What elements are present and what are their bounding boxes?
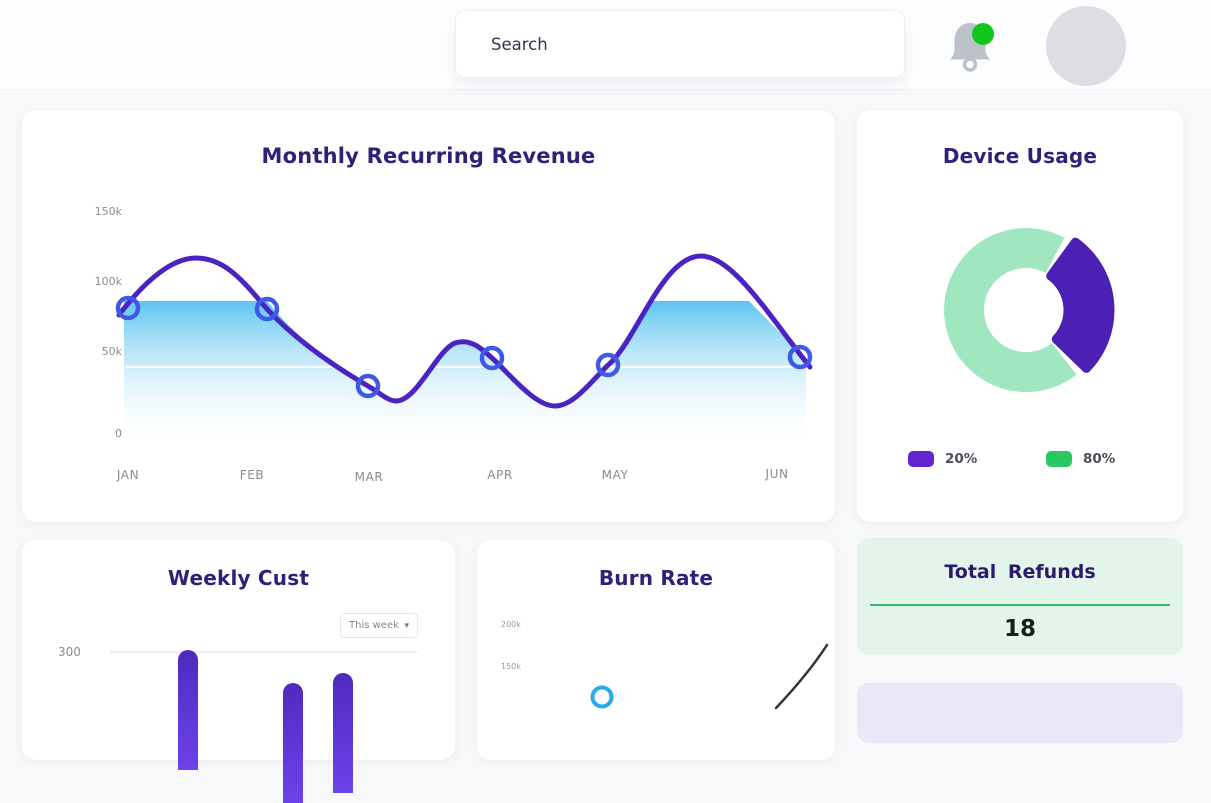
total-refunds-title: Total Refunds <box>944 561 1096 583</box>
mrr-line <box>116 253 813 409</box>
mrr-card: Monthly Recurring Revenue 150k 100k <box>22 110 835 522</box>
donut-legend: 20% 80% <box>857 451 1183 471</box>
y-tick-label: 200k <box>501 620 521 629</box>
legend-item-80: 80% <box>1046 451 1115 467</box>
legend-item-20: 20% <box>908 451 977 467</box>
y-tick-label: 150k <box>94 205 122 218</box>
x-tick-label: MAY <box>601 468 629 482</box>
mrr-area-fill <box>124 301 806 440</box>
burn-rate-line <box>774 643 829 710</box>
x-tick-label: MAR <box>354 470 384 484</box>
x-tick-label: FEB <box>239 468 265 482</box>
search-box <box>455 10 905 78</box>
x-tick-label: JUN <box>765 467 789 481</box>
search-input[interactable] <box>456 11 904 77</box>
y-tick-label: 150k <box>501 662 521 671</box>
y-tick-label: 100k <box>94 275 122 288</box>
total-refunds-card: Total Refunds 18 <box>857 538 1183 655</box>
bar <box>178 650 198 770</box>
next-card-partial <box>857 683 1183 743</box>
user-avatar[interactable] <box>1046 6 1126 86</box>
donut-slice-20 <box>1046 237 1115 373</box>
weekly-cust-title: Weekly Cust <box>167 566 310 590</box>
legend-label: 80% <box>1083 451 1116 467</box>
chevron-down-icon: ▾ <box>404 620 409 631</box>
legend-swatch-green <box>1046 451 1072 467</box>
period-dropdown[interactable]: This week ▾ <box>340 613 418 638</box>
burn-rate-chart <box>590 643 829 710</box>
legend-swatch-purple <box>908 451 934 467</box>
bar <box>333 673 353 793</box>
burn-rate-marker <box>590 685 614 709</box>
x-tick-label: APR <box>487 468 513 482</box>
device-usage-card: Device Usage 20% 80% <box>857 110 1183 522</box>
bell-icon <box>950 23 994 72</box>
y-tick-label: 50k <box>101 345 122 358</box>
y-tick-label: 300 <box>58 645 81 659</box>
bar <box>283 683 303 803</box>
mrr-line-chart <box>115 253 813 440</box>
period-dropdown-label: This week <box>349 620 399 631</box>
topbar <box>0 0 1211 90</box>
notification-bell-button[interactable] <box>944 16 996 76</box>
divider <box>870 604 1170 606</box>
y-tick-label: 0 <box>115 427 122 440</box>
device-usage-donut-chart <box>944 228 1115 393</box>
gridline <box>110 651 417 653</box>
weekly-cust-card: Weekly Cust This week ▾ 300 <box>22 540 455 803</box>
x-tick-label: JAN <box>116 468 140 482</box>
legend-label: 20% <box>945 451 978 467</box>
donut-slice-80 <box>944 228 1077 393</box>
device-usage-title: Device Usage <box>942 144 1098 168</box>
total-refunds-value: 18 <box>1003 616 1036 642</box>
mrr-title: Monthly Recurring Revenue <box>261 144 596 168</box>
burn-rate-card: Burn Rate 200k 150k <box>477 540 835 760</box>
burn-rate-title: Burn Rate <box>598 566 714 590</box>
mrr-data-markers <box>115 295 813 399</box>
notification-dot <box>972 23 994 45</box>
